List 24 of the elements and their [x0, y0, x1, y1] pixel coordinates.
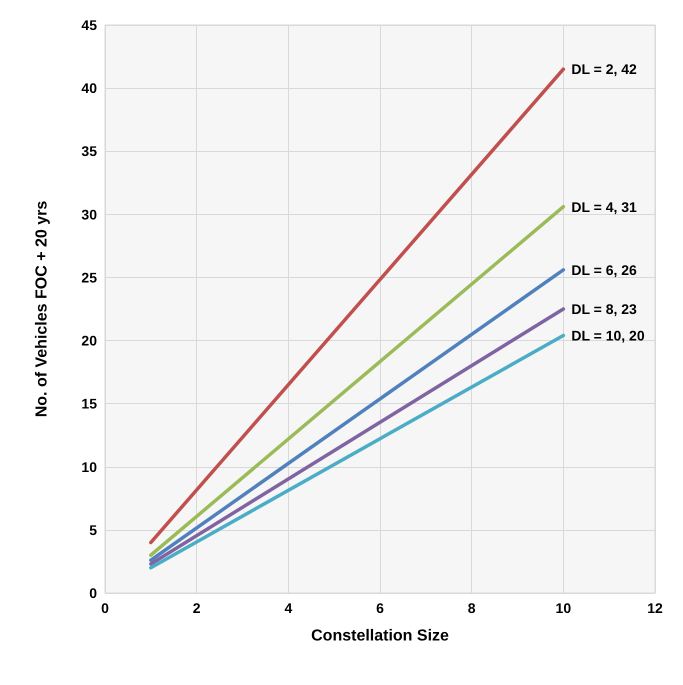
y-tick-label: 5 — [89, 522, 98, 538]
y-tick-label: 15 — [81, 396, 98, 412]
x-tick-label: 8 — [468, 600, 476, 616]
y-tick-label: 35 — [81, 143, 98, 160]
series-label: DL = 6, 26 — [571, 262, 638, 278]
y-tick-label: 30 — [81, 206, 98, 222]
y-tick-label: 20 — [81, 332, 98, 349]
y-tick-label: 0 — [89, 585, 98, 601]
y-tick-label: 25 — [81, 269, 98, 286]
series-label: DL = 10, 20 — [571, 328, 645, 344]
x-tick-label: 0 — [101, 600, 110, 616]
y-axis-title: No. of Vehicles FOC + 20 yrs — [34, 200, 50, 418]
x-tick-label: 2 — [192, 600, 201, 616]
x-tick-label: 10 — [556, 600, 572, 616]
y-tick-label: 40 — [81, 80, 98, 96]
y-tick-label: 10 — [81, 458, 98, 475]
x-axis-title: Constellation Size — [311, 628, 449, 644]
x-tick-label: 4 — [284, 600, 292, 616]
series-label: DL = 2, 42 — [571, 61, 638, 78]
y-tick-label: 45 — [81, 17, 98, 33]
x-tick-label: 12 — [647, 600, 663, 616]
series-label: DL = 4, 31 — [571, 198, 638, 215]
x-tick-label: 6 — [376, 600, 384, 616]
series-label: DL = 8, 23 — [571, 301, 638, 317]
